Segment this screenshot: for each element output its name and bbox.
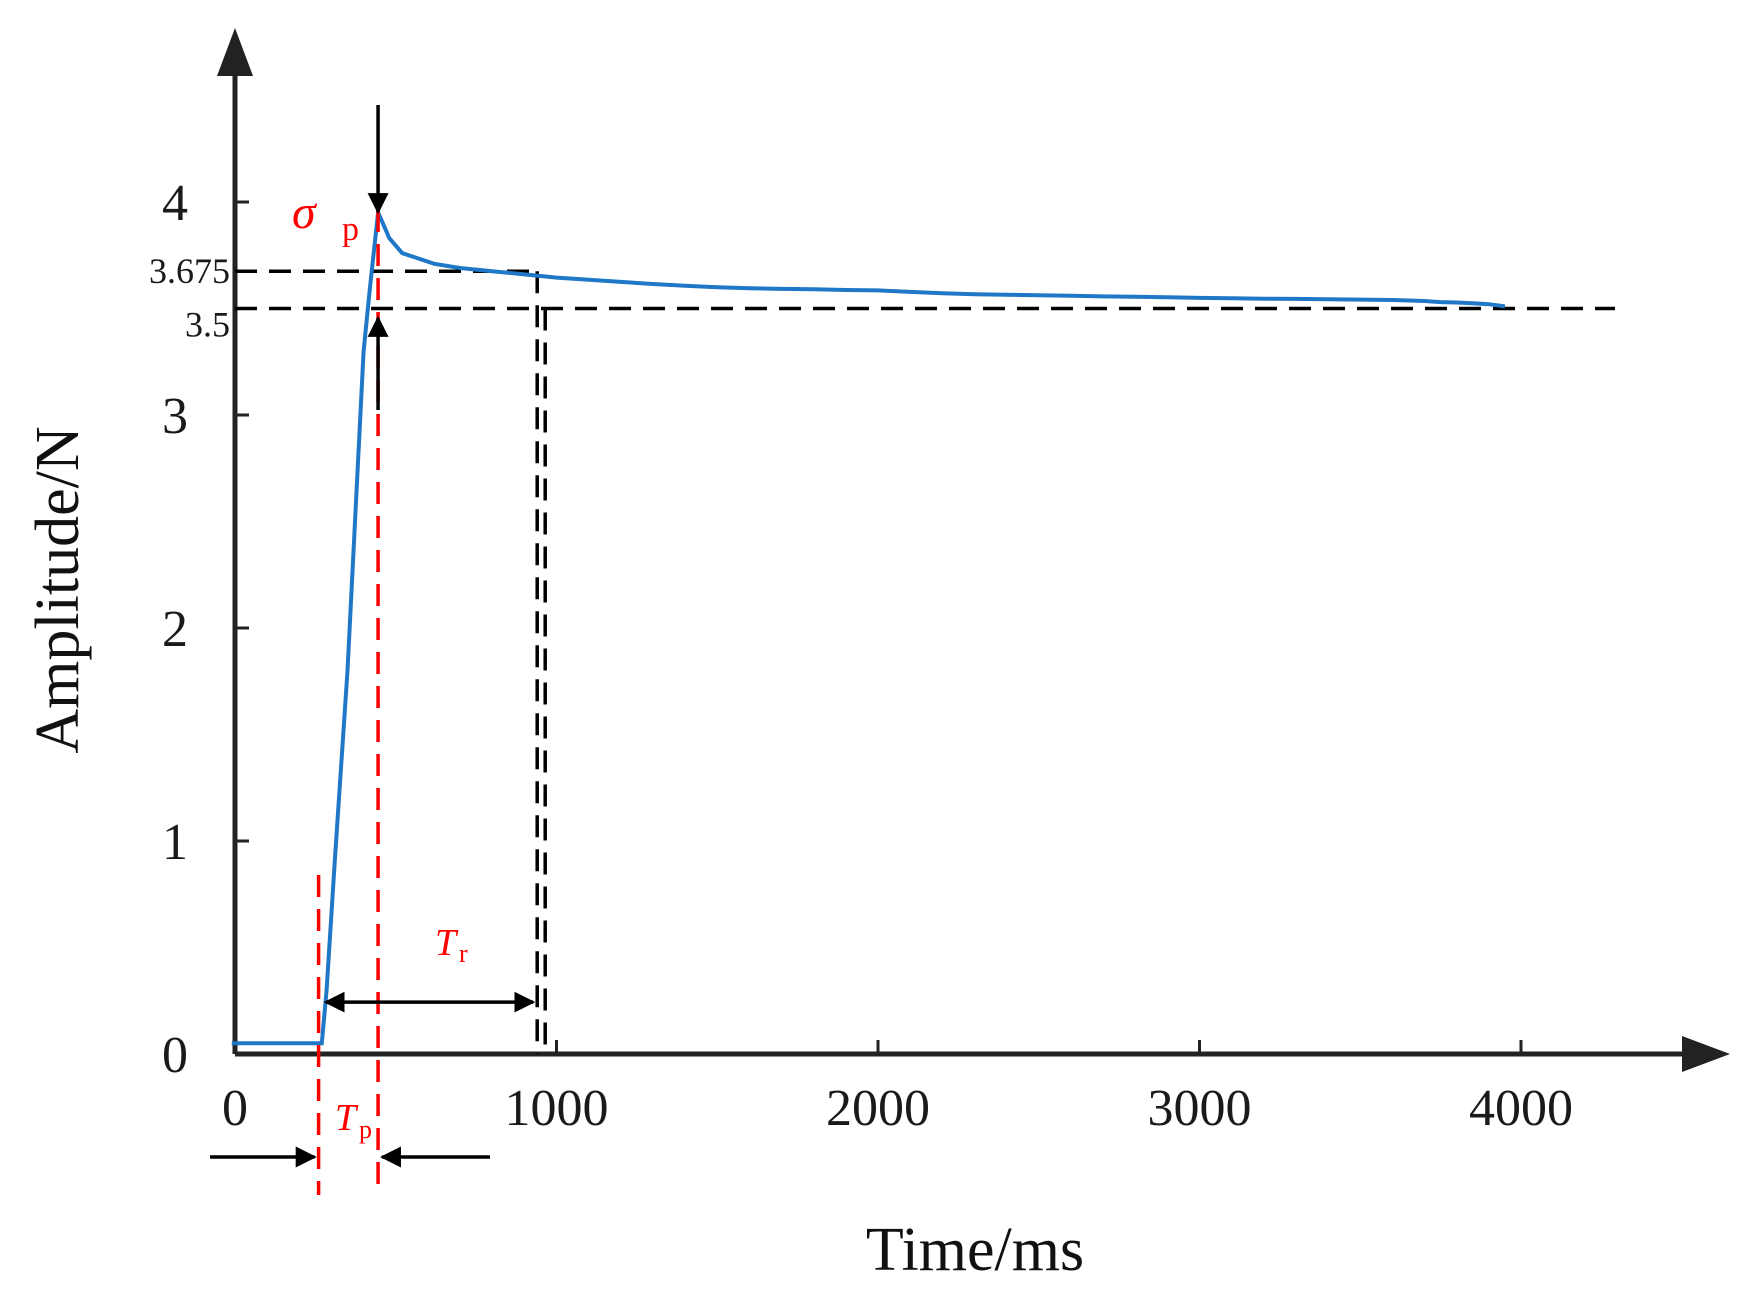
t-p-subscript: p (359, 1115, 372, 1144)
sigma-p-label: σ (292, 186, 318, 239)
x-tick-label: 2000 (826, 1080, 930, 1137)
x-tick-label: 0 (222, 1080, 248, 1137)
t-p-label: T (335, 1097, 359, 1139)
y-ticks: 0 1 2 3 4 (162, 175, 249, 1084)
x-tick-label: 4000 (1469, 1080, 1573, 1137)
x-axis-arrowhead (1682, 1036, 1730, 1072)
y-tick-label: 0 (162, 1027, 188, 1084)
reference-lines: 3.675 3.5 (149, 251, 1615, 1054)
t-r-subscript: r (459, 939, 468, 968)
t-r-label: T (435, 922, 459, 964)
x-tick-label: 3000 (1148, 1080, 1252, 1137)
y-tick-label: 4 (162, 175, 188, 232)
y-tick-label: 2 (162, 601, 188, 658)
series-line-amplitude (231, 205, 1506, 1046)
y-tick-label: 1 (162, 814, 188, 871)
reference-line-label: 3.5 (185, 305, 230, 345)
x-axis-title: Time/ms (866, 1216, 1084, 1284)
y-axis-title: Amplitude/N (24, 426, 92, 753)
y-tick-label: 3 (162, 388, 188, 445)
x-tick-label: 1000 (505, 1080, 609, 1137)
y-axis-arrowhead (217, 28, 253, 76)
sigma-p-subscript: p (342, 211, 359, 248)
annotations: σ pT rT p (210, 105, 536, 1195)
x-ticks: 0 1000 2000 3000 4000 (222, 1040, 1573, 1137)
reference-line-label: 3.675 (149, 251, 230, 291)
